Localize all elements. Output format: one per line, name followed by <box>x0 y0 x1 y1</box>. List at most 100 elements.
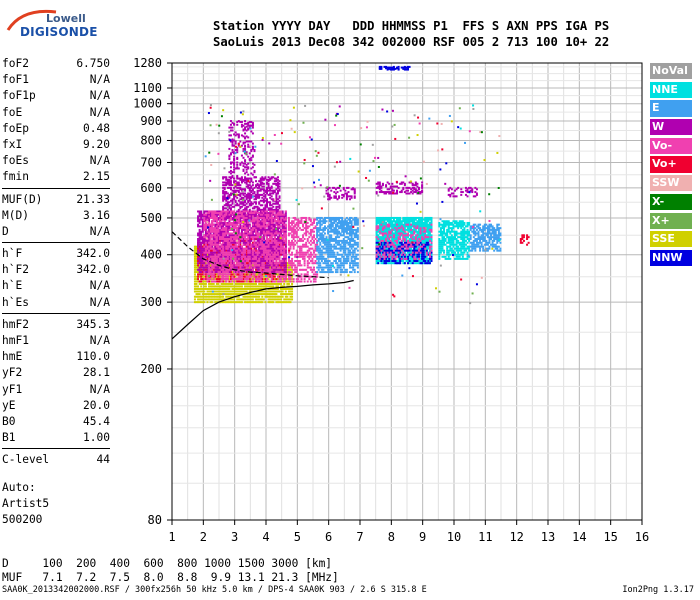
parameter-row: h`F2 342.0 <box>2 262 110 278</box>
echo-point <box>206 260 209 263</box>
echo-point <box>250 249 253 252</box>
echo-point <box>273 298 276 301</box>
echo-point <box>244 266 247 269</box>
echo-point <box>244 273 247 276</box>
echo-point <box>247 186 250 189</box>
echo-point <box>228 228 231 231</box>
echo-point <box>264 220 267 223</box>
echo-point <box>245 178 248 181</box>
echo-point <box>258 301 261 304</box>
echo-point <box>234 236 237 239</box>
echo-point <box>244 132 247 135</box>
echo-point <box>197 295 200 298</box>
echo-point <box>244 120 247 123</box>
echo-point <box>242 150 245 153</box>
echo-point <box>278 290 281 293</box>
echo-point <box>239 268 242 271</box>
echo-point <box>222 212 225 215</box>
echo-point <box>242 124 245 127</box>
echo-point <box>214 228 217 231</box>
echo-point <box>209 216 212 219</box>
echo-point <box>245 243 248 246</box>
echo-point <box>236 228 239 231</box>
echo-point <box>222 273 225 276</box>
echo-point <box>258 202 261 205</box>
echo-point <box>208 215 211 218</box>
echo-point <box>200 249 203 252</box>
echo-point <box>256 260 259 263</box>
echo-point <box>217 251 220 254</box>
echo-point <box>240 216 243 219</box>
echo-point <box>234 212 237 215</box>
echo-point <box>276 186 279 189</box>
echo-point <box>222 234 225 237</box>
echo-point <box>223 234 226 237</box>
echo-point <box>251 234 254 237</box>
echo-point <box>209 241 212 244</box>
echo-point <box>201 253 204 256</box>
echo-point <box>211 293 214 296</box>
echo-point <box>286 271 289 274</box>
echo-point <box>233 278 236 281</box>
echo-point <box>236 247 239 250</box>
echo-point <box>253 192 256 195</box>
echo-point <box>226 287 229 290</box>
echo-point <box>234 285 237 288</box>
echo-point <box>247 167 250 170</box>
echo-point <box>203 268 206 271</box>
echo-point <box>233 181 236 184</box>
echo-point <box>209 266 212 269</box>
echo-point <box>198 282 201 285</box>
echo-point <box>231 174 234 177</box>
echo-point <box>239 162 242 165</box>
parameter-name: fmin <box>2 170 29 184</box>
echo-point <box>245 151 248 154</box>
echo-point <box>291 275 294 278</box>
echo-point <box>261 301 264 304</box>
auto-artist: Artist5 <box>2 497 50 510</box>
echo-point <box>222 215 225 218</box>
echo-point <box>253 212 256 215</box>
echo-point <box>251 232 254 235</box>
echo-point <box>272 208 275 211</box>
echo-point <box>223 260 226 263</box>
echo-point <box>272 285 275 288</box>
echo-point <box>261 188 264 191</box>
echo-point <box>281 264 284 267</box>
echo-point <box>220 266 223 269</box>
echo-point <box>200 273 203 276</box>
echo-point <box>259 181 262 184</box>
echo-point <box>255 223 258 226</box>
echo-point <box>211 257 214 260</box>
echo-point <box>209 287 212 290</box>
echo-point <box>267 271 270 274</box>
echo-point <box>231 201 234 204</box>
echo-point <box>262 273 265 276</box>
echo-point <box>195 287 198 290</box>
echo-point <box>198 241 201 244</box>
echo-point <box>256 285 259 288</box>
echo-point <box>225 287 228 290</box>
echo-point <box>255 228 258 231</box>
echo-point <box>220 213 223 216</box>
parameter-value: 1.00 <box>83 431 110 445</box>
y-tick-label: 900 <box>140 114 162 128</box>
echo-point <box>236 285 239 288</box>
echo-point <box>256 227 259 230</box>
echo-point <box>215 287 218 290</box>
echo-point <box>251 228 254 231</box>
echo-point <box>264 262 267 265</box>
echo-point <box>262 178 265 181</box>
echo-point <box>245 232 248 235</box>
echo-point <box>270 195 273 198</box>
echo-point <box>201 255 204 258</box>
echo-point <box>228 195 231 198</box>
echo-point <box>237 227 240 230</box>
echo-point <box>255 268 258 271</box>
echo-point <box>204 264 207 267</box>
echo-point <box>225 293 228 296</box>
echo-point <box>237 215 240 218</box>
echo-point <box>267 290 270 293</box>
echo-point <box>269 228 272 231</box>
echo-point <box>262 278 265 281</box>
